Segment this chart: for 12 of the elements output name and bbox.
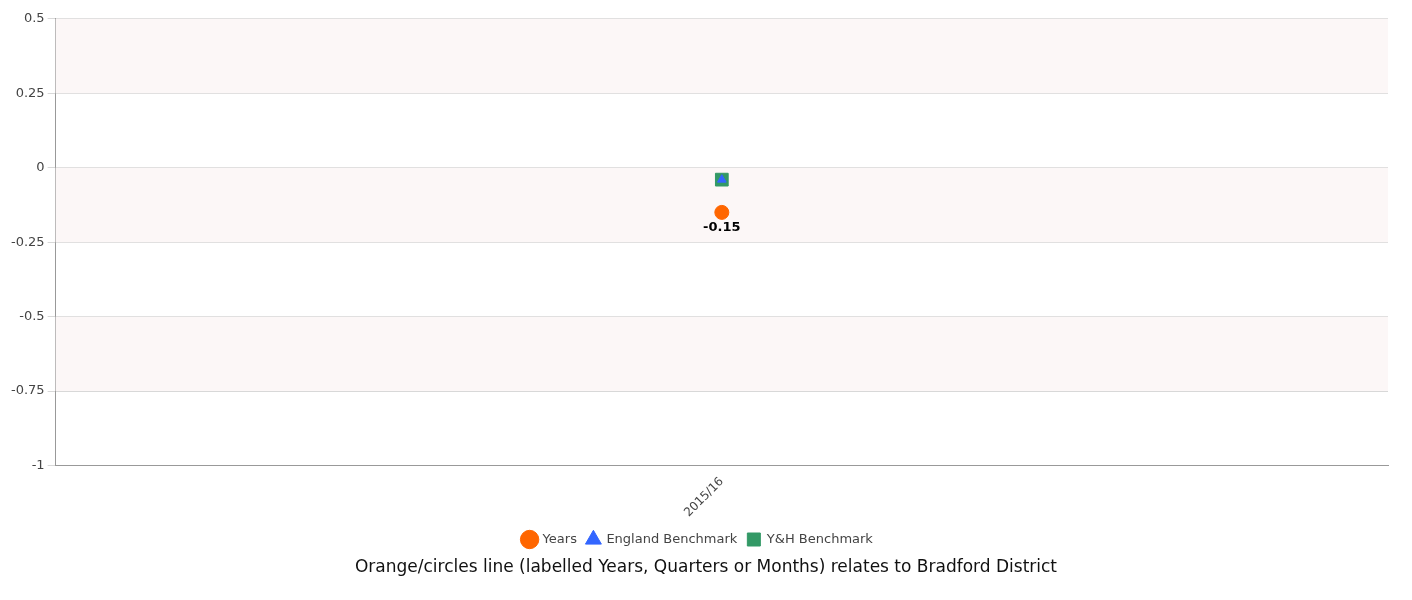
y-tick-label: 0.25	[15, 84, 45, 100]
y-tick-label: 0	[36, 159, 45, 175]
legend-label: England Benchmark	[606, 530, 738, 546]
y-tick-label: -1	[31, 456, 45, 472]
y-tick-label: -0.5	[19, 308, 45, 324]
text: Orange/circles line (labelled Years, Quarters or Months) relates to Bradford District	[353, 556, 1058, 576]
legend-label: Y&H Benchmark	[765, 530, 874, 546]
y-tick-label: -0.25	[11, 233, 45, 249]
y-tick-label: 0.5	[23, 10, 45, 26]
y-tick-label: -0.75	[11, 382, 45, 398]
data-label: -0.15	[703, 219, 741, 235]
legend-label: Years	[541, 530, 578, 546]
